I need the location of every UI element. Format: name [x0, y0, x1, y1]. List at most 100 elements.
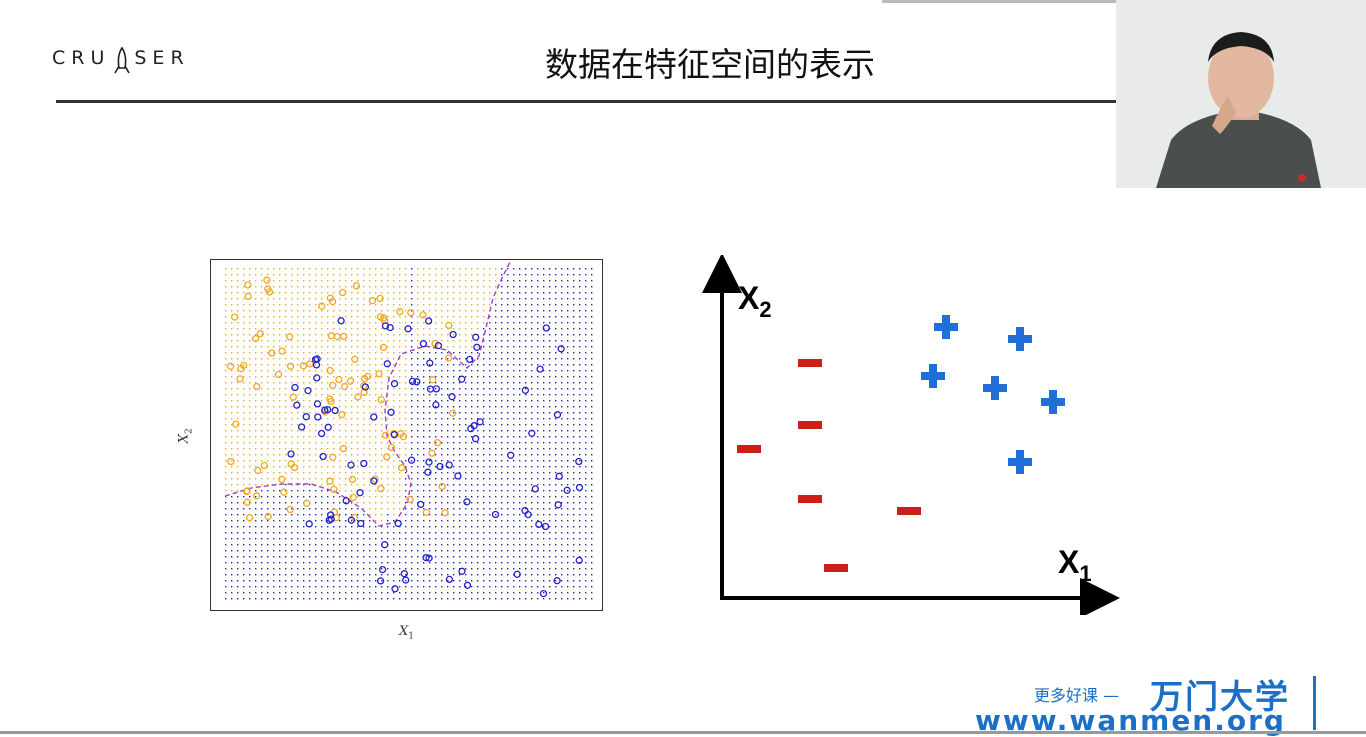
sample-point: [303, 499, 311, 507]
sample-point: [352, 282, 361, 290]
sample-point: [330, 485, 338, 494]
negative-sample: [737, 445, 761, 453]
sample-point: [458, 567, 466, 575]
sample-point: [230, 313, 239, 321]
sample-point: [445, 575, 454, 584]
sample-point: [338, 288, 347, 297]
sample-point: [458, 375, 466, 383]
slide-title: 数据在特征空间的表示: [545, 45, 875, 84]
sample-point: [253, 492, 261, 500]
sample-point: [387, 408, 395, 416]
sample-point: [326, 511, 335, 519]
sample-point: [397, 464, 406, 472]
sample-point: [376, 294, 384, 303]
feature-space-plot: X2 X1: [700, 253, 1120, 618]
sample-point: [286, 362, 295, 370]
sample-point: [491, 510, 500, 519]
sample-point: [513, 570, 521, 578]
sample-point: [319, 452, 327, 461]
sample-point: [397, 430, 405, 438]
sample-point: [324, 423, 332, 431]
sample-point: [268, 349, 276, 357]
sample-point: [370, 413, 378, 421]
sample-point: [254, 466, 262, 475]
sample-point: [507, 451, 515, 459]
sample-point: [379, 343, 388, 352]
sample-point: [314, 413, 322, 421]
sample-point: [408, 377, 417, 386]
sample-point: [425, 554, 433, 562]
sample-point: [378, 565, 387, 574]
sample-point: [331, 406, 339, 415]
sample-point: [305, 520, 313, 528]
sample-point: [428, 449, 436, 457]
sample-point: [521, 506, 529, 515]
sample-point: [313, 400, 322, 408]
sample-point: [445, 321, 453, 330]
sample-point: [368, 297, 377, 305]
sample-point: [391, 585, 399, 593]
sample-point: [426, 385, 435, 393]
sample-point: [396, 307, 404, 316]
sample-point: [400, 570, 408, 578]
sample-point: [531, 485, 539, 493]
sample-point: [340, 332, 348, 341]
sample-point: [470, 422, 478, 430]
logo-text-left: CRU: [52, 47, 111, 69]
negative-sample: [798, 495, 822, 503]
sample-point: [347, 516, 356, 524]
sample-point: [293, 401, 301, 409]
sample-point: [539, 589, 548, 598]
positive-sample: [934, 315, 958, 339]
sample-point: [256, 330, 264, 338]
sample-point: [454, 472, 462, 480]
sample-point: [419, 340, 428, 348]
sample-point: [340, 382, 349, 391]
sample-point: [306, 360, 314, 368]
left-plot-xlabel: X1: [399, 624, 414, 642]
sample-point: [554, 501, 562, 509]
sample-point: [226, 362, 235, 370]
sample-point: [463, 498, 471, 506]
sample-point: [357, 519, 365, 528]
sample-point: [557, 345, 565, 353]
sample-point: [448, 393, 456, 401]
sample-point: [326, 366, 334, 375]
sample-point: [377, 396, 385, 404]
sample-point: [323, 405, 332, 414]
sample-point: [243, 498, 251, 506]
sample-point: [243, 487, 251, 496]
sample-point: [563, 486, 571, 494]
sample-point: [297, 423, 306, 431]
sample-point: [299, 362, 308, 370]
sample-point: [280, 488, 288, 496]
sample-point: [406, 495, 414, 504]
decision-boundary-svg: [224, 260, 593, 600]
sample-point: [278, 475, 286, 483]
sample-point: [335, 375, 343, 384]
presenter-webcam: [1116, 0, 1366, 188]
title-divider: [56, 100, 1116, 103]
sample-point: [434, 341, 443, 350]
sample-point: [253, 382, 261, 391]
sample-point: [291, 383, 299, 392]
sample-point: [381, 431, 390, 439]
sample-point: [463, 581, 472, 589]
sample-point: [575, 483, 584, 492]
negative-sample: [798, 421, 822, 429]
sample-point: [317, 429, 326, 438]
sample-point: [407, 456, 416, 464]
sample-point: [441, 509, 449, 517]
sample-point: [390, 380, 399, 388]
sample-point: [360, 459, 368, 468]
sample-point: [329, 381, 337, 390]
sample-point: [438, 482, 446, 491]
sample-point: [407, 309, 415, 317]
sample-point: [390, 431, 398, 439]
sample-point: [535, 520, 543, 529]
sample-point: [237, 364, 245, 373]
sample-point: [342, 497, 350, 505]
sample-point: [449, 409, 457, 417]
sample-point: [354, 393, 362, 401]
sample-point: [553, 577, 561, 585]
